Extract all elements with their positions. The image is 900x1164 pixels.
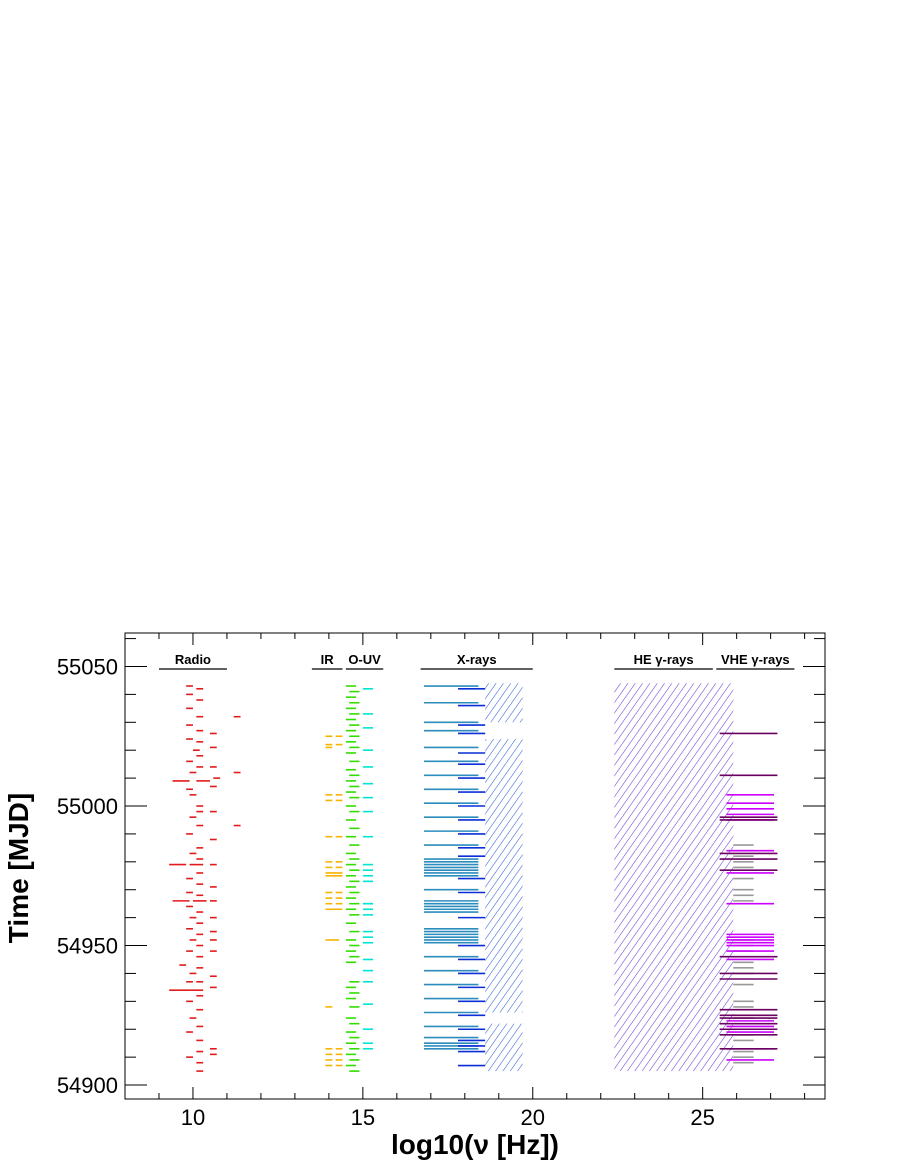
band-labels: Radio IR O-UV X-rays HE γ-rays VHE γ-rays xyxy=(158,652,795,670)
y-tick-label: 54950 xyxy=(57,934,118,959)
x-tick-label: 15 xyxy=(351,1105,375,1130)
series-5 xyxy=(458,688,486,1067)
x-tick-label: 10 xyxy=(181,1105,205,1130)
band-label: HE γ-rays xyxy=(634,652,694,667)
series-7 xyxy=(614,683,734,1072)
series-2 xyxy=(345,685,360,1072)
series-10 xyxy=(719,732,778,1050)
band-label: X-rays xyxy=(457,652,497,667)
plot-frame xyxy=(124,632,826,1100)
series-3 xyxy=(362,688,374,1050)
coverage-box xyxy=(485,1023,523,1072)
series-9 xyxy=(726,794,775,1061)
y-axis-title: Time [MJD] xyxy=(3,793,34,943)
band-label: Radio xyxy=(175,652,211,667)
y-tick-label: 55050 xyxy=(57,654,118,679)
series-0 xyxy=(169,685,241,1072)
series-4 xyxy=(424,685,479,1050)
series-1 xyxy=(325,735,343,1067)
axes: 10 15 20 25 54900 54950 55000 55050 xyxy=(57,632,826,1130)
y-tick-label: 55000 xyxy=(57,794,118,819)
coverage-box xyxy=(485,683,523,723)
band-label: O-UV xyxy=(348,652,381,667)
x-tick-label: 20 xyxy=(521,1105,545,1130)
band-label: IR xyxy=(321,652,335,667)
band-label: VHE γ-rays xyxy=(721,652,790,667)
series-8 xyxy=(733,844,754,1064)
coverage-box xyxy=(614,683,734,1072)
coverage-box xyxy=(485,739,523,1013)
x-axis-title: log10(ν [Hz]) xyxy=(391,1129,559,1160)
data-layer xyxy=(169,683,778,1072)
x-tick-label: 25 xyxy=(690,1105,714,1130)
y-tick-label: 54900 xyxy=(57,1073,118,1098)
series-6 xyxy=(485,683,523,1072)
